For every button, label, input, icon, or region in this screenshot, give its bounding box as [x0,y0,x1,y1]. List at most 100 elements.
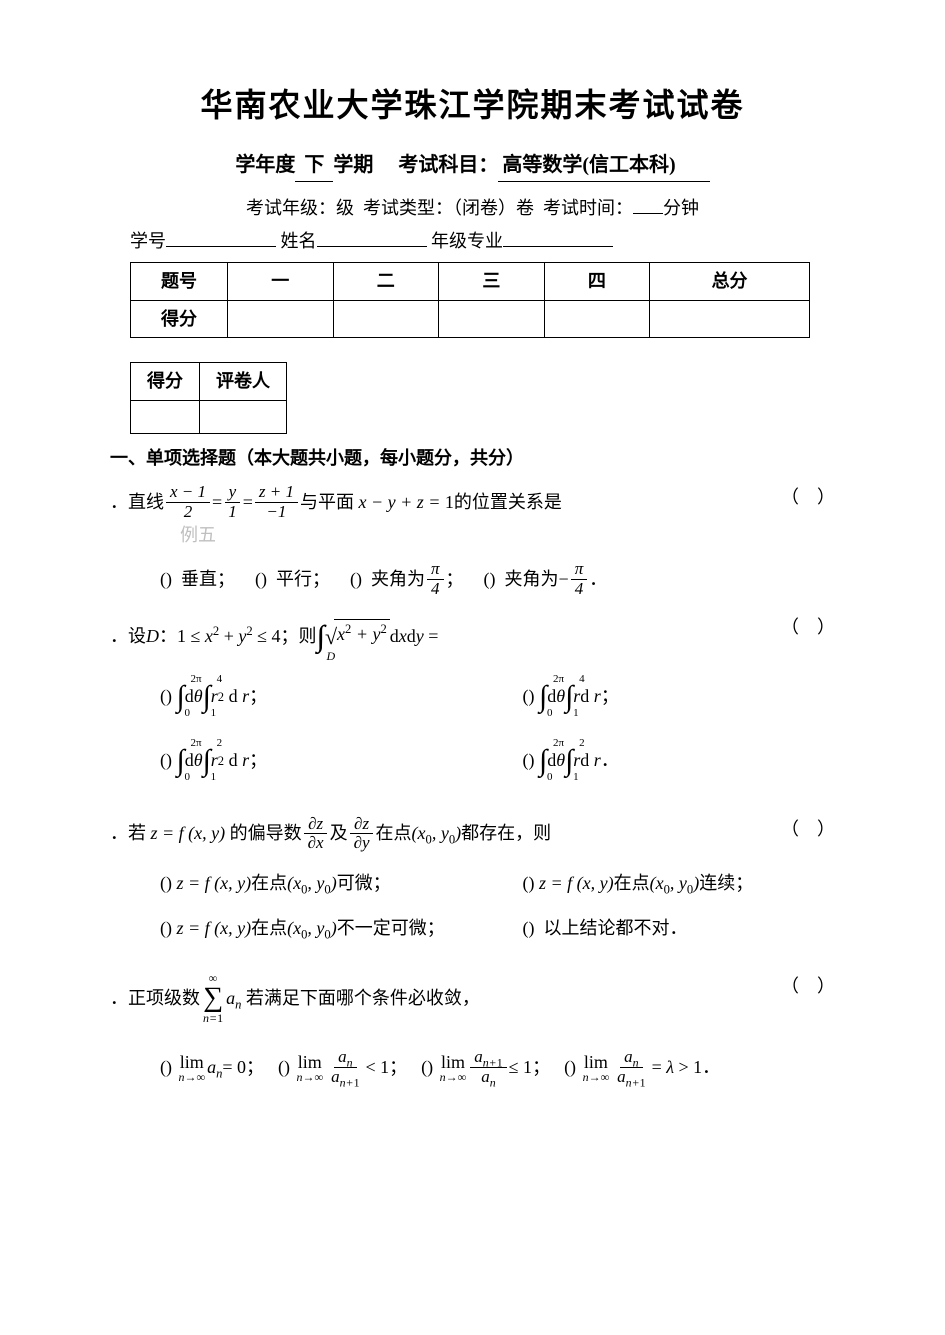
q3-fn: z = f (x, y) [146,819,230,848]
q2-opt-d: () ∫2π0 dθ ∫21 rd r． [473,737,836,785]
grader-score-label: 得分 [131,363,200,401]
q1-frac2: y1 [224,483,241,521]
th-label: 题号 [131,262,228,300]
q3-opt-a: () z = f (x, y)在点(x0, y0)可微； [110,869,473,898]
q2-opt-c: () ∫2π0 dθ ∫21 r2 d r； [110,737,473,785]
subject-label: 考试科目： [398,154,498,176]
section-1-header: 一、单项选择题（本大题共小题，每小题分，共分） [110,444,835,473]
q3-dzx: ∂z∂x [304,815,328,853]
cell-2 [333,300,439,338]
q4-tail: 若满足下面哪个条件必收敛， [246,984,480,1013]
q2-dblint: ∫∫D [317,613,325,661]
grader-table: 得分 评卷人 [130,362,287,434]
q2-sqrt: √x2 + y2 [325,619,390,654]
q4-sum: ∞∑n=1 [203,972,223,1024]
q1-tail: 的位置关系是 [454,488,562,517]
q1-note: 例五 [180,521,835,550]
term-underline: 下 [295,149,333,182]
time-label: 考试时间： [543,198,633,218]
q3-point: (x0, y0) [412,819,462,848]
th-2: 二 [333,262,439,300]
q3-dzy: ∂z∂y [350,815,374,853]
q3-at: 在点 [376,819,412,848]
q2-ineq: 1 ≤ x2 + y2 ≤ 4 [177,622,281,651]
row-label: 得分 [131,300,228,338]
question-1: ．直线 x − 12 = y1 = z + 1−1 与平面 x − y + z … [110,483,835,599]
q4-paren: （ ） [781,972,835,1001]
q4-opt-d: () limn→∞ anan+1 = λ > 1． [564,1048,720,1086]
question-4: ．正项级数 ∞∑n=1 an 若满足下面哪个条件必收敛， （ ） () limn… [110,972,835,1086]
major-blank [503,228,613,247]
name-blank [317,228,427,247]
q2-options: () ∫2π0 dθ ∫41 r2 d r； () ∫2π0 dθ ∫41 rd… [110,673,835,801]
cell-3 [439,300,545,338]
score-table-score-row: 得分 [131,300,810,338]
q3-and: 及 [330,819,348,848]
student-info-line: 学号 姓名 年级专业 [130,227,835,256]
q2-dxdy: dxdy = [390,622,439,651]
grade-label: 考试年级：级 [246,198,354,218]
q3-paren: （ ） [781,815,835,844]
q2-paren: （ ） [781,613,835,642]
q2-text: ．设 D： 1 ≤ x2 + y2 ≤ 4 ；则 ∫∫D √x2 + y2 dx… [110,613,835,661]
th-4: 四 [544,262,650,300]
score-table-header-row: 题号 一 二 三 四 总分 [131,262,810,300]
q1-plane-lead: 与平面 [300,488,354,517]
type-label: 考试类型：（闭卷）卷 [363,198,534,218]
id-blank [166,228,276,247]
grader-name-label: 评卷人 [200,363,287,401]
time-blank [633,195,663,214]
cell-4 [544,300,650,338]
q3-text: ．若 z = f (x, y) 的偏导数 ∂z∂x 及 ∂z∂y 在点 (x0,… [110,815,835,853]
q3-opt-b: () z = f (x, y)在点(x0, y0)连续； [473,869,836,898]
q4-text: ．正项级数 ∞∑n=1 an 若满足下面哪个条件必收敛， [110,972,835,1024]
eq1: = [212,488,222,517]
major-label: 年级专业 [431,231,503,251]
q1-opt-c: () 夹角为 π4； [350,560,464,598]
page-title: 华南农业大学珠江学院期末考试试卷 [110,80,835,131]
id-label: 学号 [130,231,166,251]
q1-options: () 垂直； () 平行； () 夹角为 π4； () 夹角为− π4． [160,560,835,598]
q4-opt-a: () limn→∞ an = 0； [160,1053,264,1083]
q4-an: an [226,984,241,1013]
q3-lead: ．若 [110,819,146,848]
q1-paren: （ ） [781,483,835,512]
th-3: 三 [439,262,545,300]
q2-lead: ．设 [110,622,146,651]
term-suffix: 学期 [333,154,373,176]
q3-options: () z = f (x, y)在点(x0, y0)可微； () z = f (x… [110,869,835,959]
q3-opt-c: () z = f (x, y)在点(x0, y0)不一定可微； [110,914,473,943]
q1-opt-a: () 垂直； [160,565,235,594]
q2-then: ；则 [281,622,317,651]
cell-1 [228,300,334,338]
q1-lead: ．直线 [110,488,164,517]
grader-blank-row [131,401,287,434]
exam-info-line: 考试年级：级 考试类型：（闭卷）卷 考试时间： 分钟 [110,194,835,223]
subtitle-prefix: 学年度 [235,154,295,176]
q3-exist: 都存在，则 [461,819,551,848]
q4-options: () limn→∞ an = 0； () limn→∞ anan+1 < 1； … [160,1048,835,1086]
q1-frac3: z + 1−1 [255,483,298,521]
subtitle-line: 学年度 下 学期 考试科目：高等数学(信工本科) [110,149,835,182]
grader-score-blank [131,401,200,434]
q3-opt-d: () 以上结论都不对． [473,914,836,943]
th-total: 总分 [650,262,810,300]
subject-underline: 高等数学(信工本科) [498,149,709,182]
grader-name-blank [200,401,287,434]
q1-plane-eq: x − y + z = 1 [354,488,454,517]
name-label: 姓名 [281,231,317,251]
q4-opt-c: () limn→∞ an+1an ≤ 1； [421,1048,550,1086]
eq2: = [243,488,253,517]
question-2: ．设 D： 1 ≤ x2 + y2 ≤ 4 ；则 ∫∫D √x2 + y2 dx… [110,613,835,801]
q1-opt-b: () 平行； [255,565,330,594]
question-3: ．若 z = f (x, y) 的偏导数 ∂z∂x 及 ∂z∂y 在点 (x0,… [110,815,835,959]
grader-header-row: 得分 评卷人 [131,363,287,401]
q1-text: ．直线 x − 12 = y1 = z + 1−1 与平面 x − y + z … [110,483,835,521]
q3-mid: 的偏导数 [230,819,302,848]
time-unit: 分钟 [663,198,699,218]
q2-opt-b: () ∫2π0 dθ ∫41 rd r； [473,673,836,721]
q2-D: D [146,622,159,651]
q2-opt-a: () ∫2π0 dθ ∫41 r2 d r； [110,673,473,721]
q1-frac1: x − 12 [166,483,210,521]
q4-lead: ．正项级数 [110,984,200,1013]
